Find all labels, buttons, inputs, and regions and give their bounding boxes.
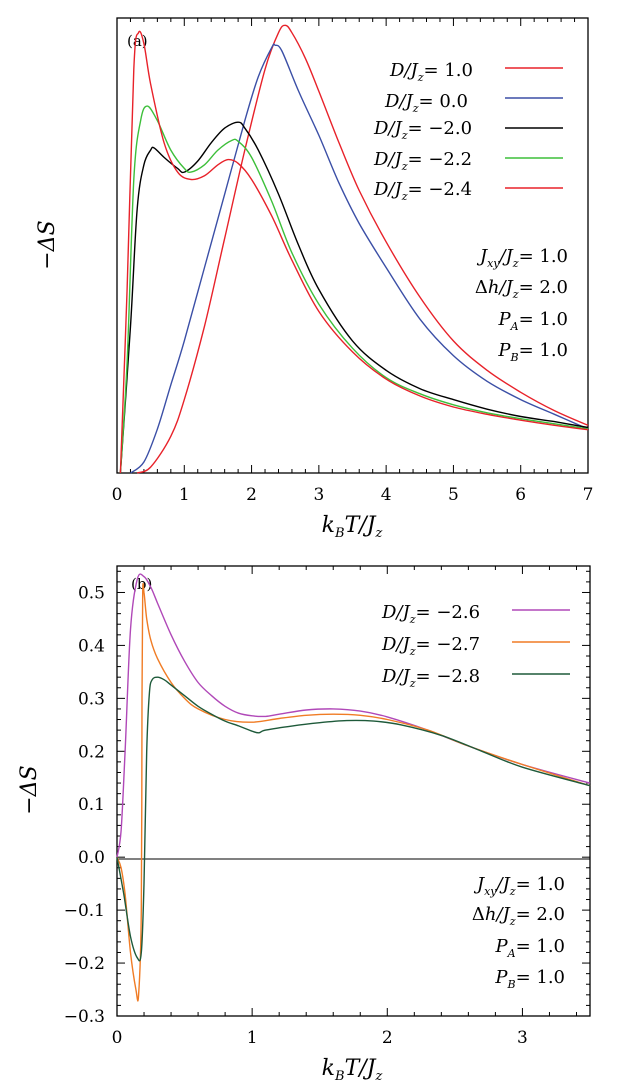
series-line-a-1 [130,43,589,474]
panel-a-curves [119,24,589,474]
panel-b-y-ticks: −0.3 −0.2 −0.1 0.0 0.1 0.2 0.3 0.4 0.5 [64,570,590,1027]
svg-text:D/Jz= −2.8: D/Jz= −2.8 [381,666,480,690]
annotation-delta-h: Δh/Jz= 2.0 [475,277,568,301]
x-tick-label: 1 [179,485,190,505]
panel-a-legend: D/Jz= 1.0 D/Jz= 0.0 D/Jz= −2.0 D/Jz= −2.… [373,60,563,203]
x-tick-label: 1 [247,1028,258,1048]
annotation-pa: PA= 1.0 [494,936,565,960]
y-tick-label: 0.3 [78,689,105,709]
series-line-b-0 [116,573,591,858]
legend-entry: D/Jz= −2.2 [373,149,563,173]
annotation-delta-h: Δh/Jz= 2.0 [472,904,565,928]
x-tick-label: 5 [448,485,459,505]
series-line-b-1 [116,582,591,1002]
series-line-a-2 [119,121,589,474]
annotation-jxy: Jxy/Jz= 1.0 [473,874,565,898]
svg-text:D/Jz= −2.6: D/Jz= −2.6 [381,602,480,626]
legend-entry: D/Jz= 0.0 [384,91,563,115]
panel-b-y-axis-label: −ΔS [17,765,42,814]
svg-text:D/Jz= 0.0: D/Jz= 0.0 [384,91,468,115]
legend-entry: D/Jz= −2.7 [381,634,570,658]
svg-text:D/Jz= −2.0: D/Jz= −2.0 [373,118,472,142]
annotation-pb: PB= 1.0 [494,967,565,991]
x-tick-label: 2 [382,1028,393,1048]
x-tick-label: 4 [381,485,392,505]
y-tick-label: −0.2 [64,954,105,974]
panel-a-x-axis-label: kBT/Jz [322,513,383,541]
legend-entry: D/Jz= −2.4 [373,179,563,203]
y-tick-label: 0.0 [78,848,105,868]
panel-a-x-ticks: 0 1 2 3 4 5 6 7 [112,18,594,505]
series-line-a-0 [136,24,589,474]
x-tick-label: 7 [583,485,594,505]
panel-b-plot-frame [116,565,591,1017]
x-tick-label: 0 [112,1028,123,1048]
series-line-a-4 [119,30,589,474]
panel-b-x-axis-label: kBT/Jz [322,1056,383,1084]
y-tick-label: 0.2 [78,742,105,762]
svg-text:D/Jz= −2.7: D/Jz= −2.7 [381,634,480,658]
panel-b-legend: D/Jz= −2.6 D/Jz= −2.7 D/Jz= −2.8 [381,602,570,690]
x-tick-label: 6 [515,485,526,505]
series-line-b-2 [116,676,591,962]
panel-b-x-ticks: 0 1 2 3 [112,566,577,1048]
y-tick-label: −0.3 [64,1007,105,1027]
annotation-pb: PB= 1.0 [497,340,568,364]
y-tick-label: 0.1 [78,795,105,815]
x-tick-label: 3 [313,485,324,505]
panel-a-y-axis-label: −ΔS [35,220,60,269]
y-tick-label: 0.5 [78,583,105,603]
panel-b-curves [116,573,591,1002]
svg-text:D/Jz= −2.4: D/Jz= −2.4 [373,179,472,203]
y-tick-label: 0.4 [78,636,105,656]
y-tick-label: −0.1 [64,901,105,921]
legend-entry: D/Jz= 1.0 [389,60,563,84]
x-tick-label: 0 [112,485,123,505]
annotation-jxy: Jxy/Jz= 1.0 [476,246,568,270]
panel-a-parameters: Jxy/Jz= 1.0 Δh/Jz= 2.0 PA= 1.0 PB= 1.0 [475,246,568,364]
panel-a-plot-frame [116,17,589,474]
panel-b-parameters: Jxy/Jz= 1.0 Δh/Jz= 2.0 PA= 1.0 PB= 1.0 [472,874,565,991]
annotation-pa: PA= 1.0 [497,309,568,333]
legend-entry: D/Jz= −2.6 [381,602,570,626]
svg-text:D/Jz= 1.0: D/Jz= 1.0 [389,60,473,84]
x-tick-label: 2 [246,485,257,505]
legend-entry: D/Jz= −2.8 [381,666,570,690]
series-line-a-3 [119,105,589,474]
x-tick-label: 3 [517,1028,528,1048]
legend-entry: D/Jz= −2.0 [373,118,563,142]
svg-text:D/Jz= −2.2: D/Jz= −2.2 [373,149,472,173]
